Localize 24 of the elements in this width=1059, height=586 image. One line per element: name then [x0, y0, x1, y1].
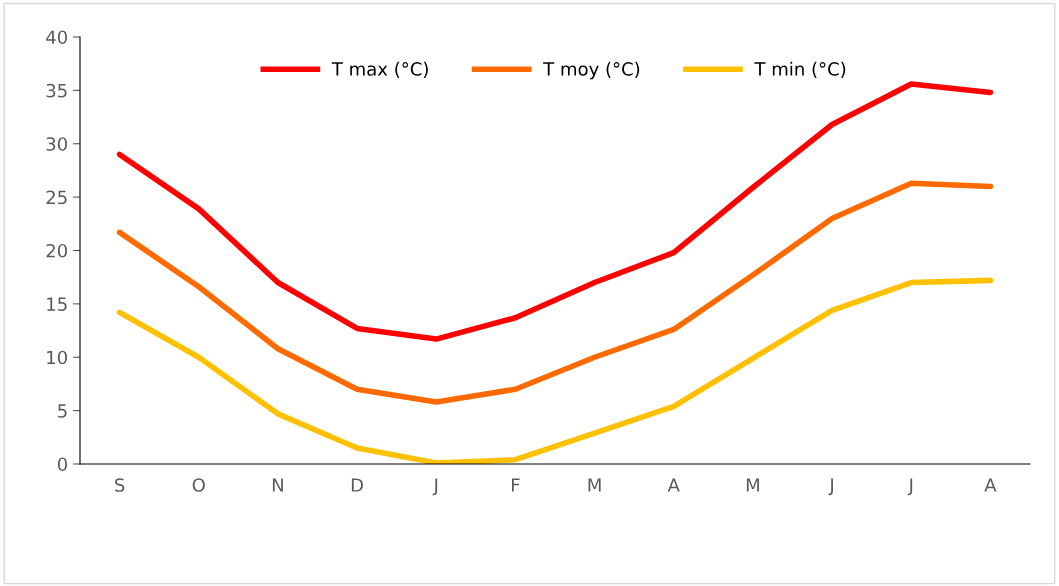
- y-tick-label: 25: [46, 190, 67, 205]
- x-tick-label: M: [746, 478, 759, 492]
- x-tick-label: J: [907, 478, 913, 496]
- legend-label: T min (°C): [754, 61, 846, 78]
- y-tick-label: 20: [46, 243, 67, 258]
- y-tick-label: 35: [46, 83, 67, 98]
- y-tick-label: 10: [47, 350, 67, 365]
- x-tick-label: M: [588, 478, 601, 492]
- legend-label: T moy (°C): [543, 61, 640, 80]
- x-tick-label: N: [272, 478, 283, 492]
- x-tick-label: F: [512, 478, 520, 492]
- y-tick-label: 15: [47, 297, 67, 311]
- y-tick-label: 5: [58, 404, 67, 418]
- x-tick-label: S: [115, 478, 125, 492]
- y-tick-label: 40: [46, 30, 67, 45]
- y-tick-label: 30: [46, 137, 67, 151]
- y-tick-label: 0: [57, 457, 67, 472]
- x-tick-label: A: [667, 478, 680, 492]
- x-tick-label: J: [432, 478, 438, 496]
- x-tick-label: J: [828, 478, 833, 496]
- legend-label: T max (°C): [331, 61, 428, 78]
- x-tick-label: O: [192, 478, 205, 492]
- x-tick-label: D: [351, 478, 363, 492]
- x-tick-label: A: [984, 478, 997, 492]
